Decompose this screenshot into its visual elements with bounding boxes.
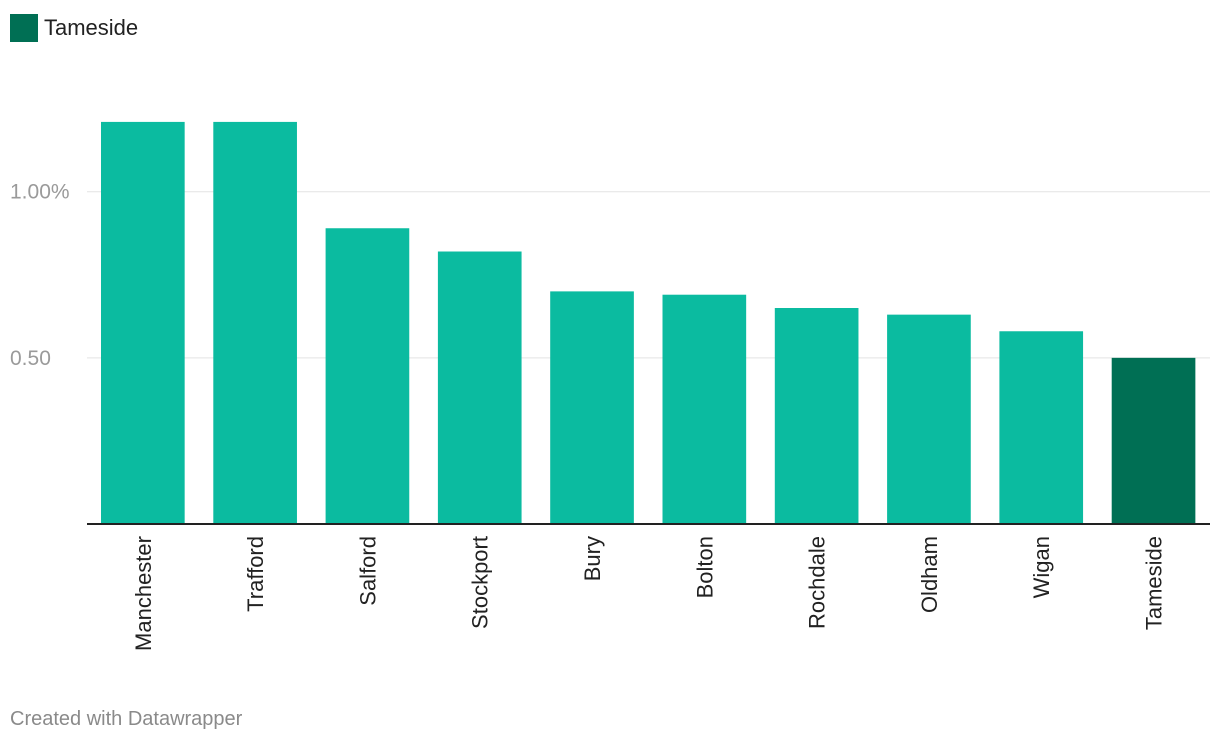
footer-credit: Created with Datawrapper (10, 708, 243, 730)
x-tick-label: Tameside (1142, 536, 1167, 630)
bar-trafford (213, 121, 297, 525)
bar-wigan (999, 331, 1084, 524)
legend-label: Tameside (44, 15, 139, 40)
bar-bolton (662, 294, 747, 524)
bar-oldham (887, 314, 971, 524)
x-tick-label: Wigan (1029, 536, 1054, 598)
bar-stockport (437, 251, 522, 524)
bar-salford (325, 228, 410, 524)
y-tick-label: 1.00% (10, 181, 70, 204)
bar-manchester (101, 121, 185, 525)
bar-rochdale (774, 308, 859, 524)
x-tick-label: Stockport (468, 536, 493, 629)
y-tick-label: 0.50 (10, 347, 51, 370)
legend-swatch (10, 14, 38, 42)
x-tick-label: Oldham (917, 536, 942, 613)
x-tick-label: Bolton (692, 536, 717, 598)
x-tick-label: Manchester (131, 536, 156, 651)
x-tick-label: Trafford (243, 536, 268, 612)
bar-bury (550, 291, 634, 524)
bar-chart: 0.50 1.00% Manchester Trafford Salford Stockp… (10, 121, 1210, 651)
x-tick-label: Rochdale (805, 536, 830, 629)
bar-tameside (1111, 357, 1196, 524)
x-tick-label: Bury (580, 536, 605, 581)
x-tick-label: Salford (355, 536, 380, 606)
legend: Tameside (10, 14, 138, 42)
